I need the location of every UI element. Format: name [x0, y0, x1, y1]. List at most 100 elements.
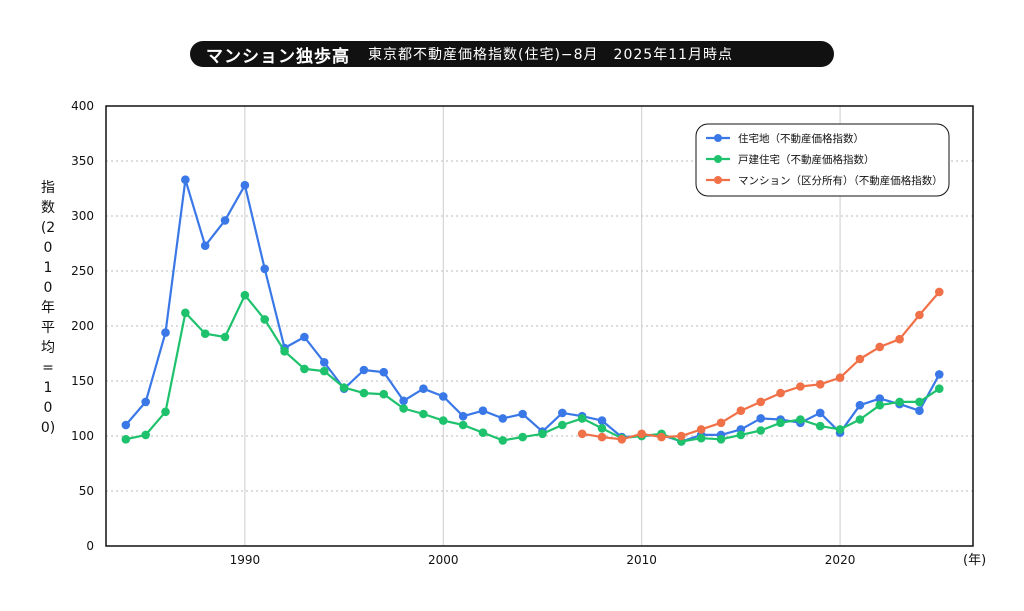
series-1-point	[875, 394, 885, 403]
series-1-point	[161, 328, 170, 337]
series-1-point	[558, 408, 567, 418]
series-2-point	[419, 409, 428, 419]
series-3-point	[677, 431, 686, 441]
series-2-point	[359, 388, 369, 398]
x-axis-unit: (年)	[963, 553, 986, 568]
series-1-point	[260, 264, 270, 274]
y-tick-label: 50	[79, 484, 94, 498]
series-2-point	[161, 407, 170, 417]
y-tick-label: 250	[71, 264, 94, 278]
legend-swatch-marker	[714, 176, 722, 184]
series-1-point	[855, 400, 865, 410]
series-2-point	[300, 364, 309, 374]
plot-area-frame	[105, 105, 974, 547]
series-2-point	[756, 426, 766, 435]
series-2-point	[915, 397, 924, 407]
series-1-point	[220, 216, 230, 225]
series-1-point	[478, 406, 488, 416]
legend-box	[695, 123, 950, 197]
series-3-point	[637, 429, 646, 439]
series-2-point	[458, 420, 468, 430]
series-2-point	[399, 404, 408, 413]
series-2-point	[538, 429, 547, 439]
x-tick-label: 2010	[626, 553, 657, 567]
series-3-point	[696, 425, 706, 434]
chart-title: マンション独歩高	[206, 46, 350, 67]
series-1-point	[498, 414, 508, 423]
series-1-point	[915, 406, 924, 416]
legend-entry-label: マンション（区分所有）（不動産価格指数）	[738, 174, 943, 187]
series-3-point	[716, 418, 726, 428]
series-1-point	[240, 180, 250, 190]
series-2-point	[558, 420, 567, 430]
series-2-point	[319, 366, 329, 376]
series-2-point	[875, 400, 885, 410]
series-2-point	[498, 436, 508, 445]
series-2-point	[181, 308, 190, 318]
series-3-point	[597, 432, 607, 442]
series-line-1	[124, 178, 941, 443]
series-1-point	[518, 409, 527, 419]
y-tick-label: 300	[71, 209, 94, 223]
y-tick-label: 200	[71, 319, 94, 333]
series-3-point	[776, 388, 785, 398]
series-2-point	[240, 290, 250, 300]
series-2-point	[796, 415, 805, 424]
series-2-point	[934, 384, 944, 394]
series-1-point	[141, 397, 150, 407]
chart-title-banner: マンション独歩高 東京都不動産価格指数(住宅)−8月 2025年11月時点	[190, 41, 834, 67]
series-3-point	[855, 354, 865, 364]
series-2-point	[696, 433, 706, 443]
legend-entry-label: 住宅地（不動産価格指数）	[738, 132, 864, 145]
y-tick-label: 400	[71, 99, 94, 113]
chart-subtitle: 東京都不動産価格指数(住宅)−8月 2025年11月時点	[368, 47, 734, 63]
series-1-point	[379, 367, 389, 377]
series-3-point	[895, 334, 904, 344]
series-1-point	[121, 420, 131, 430]
series-3-point	[756, 397, 766, 407]
series-2-point	[577, 414, 587, 423]
series-2-point	[736, 430, 746, 440]
y-tick-label: 0	[86, 539, 94, 553]
series-1-point	[359, 365, 369, 375]
series-1-point	[438, 392, 448, 401]
series-2-point	[895, 397, 904, 407]
series-3-point	[875, 342, 885, 352]
series-3-point	[915, 310, 924, 320]
series-1-point	[399, 396, 408, 406]
series-2-point	[776, 418, 785, 428]
series-2-point	[200, 329, 210, 339]
series-2-point	[339, 383, 349, 392]
series-2-point	[855, 415, 865, 424]
y-tick-label: 150	[71, 374, 94, 388]
series-2-point	[716, 435, 726, 444]
y-tick-label: 100	[71, 429, 94, 443]
series-3-point	[736, 406, 746, 416]
series-2-point	[518, 432, 527, 442]
series-1-point	[597, 416, 607, 425]
series-3-point	[657, 432, 666, 442]
series-1-point	[200, 241, 210, 250]
series-2-point	[220, 332, 230, 342]
x-tick-label: 2020	[825, 553, 856, 567]
x-tick-label: 2000	[428, 553, 459, 567]
series-3-point	[617, 435, 627, 444]
series-1-point	[300, 332, 309, 342]
series-3-point	[815, 380, 825, 389]
legend-entry-label: 戸建住宅（不動産価格指数）	[738, 153, 875, 166]
series-1-point	[934, 370, 944, 379]
series-3-point	[796, 382, 805, 391]
y-axis-label: 指数(2010年 平均=100)	[40, 180, 56, 436]
series-1-point	[419, 384, 428, 394]
series-2-point	[260, 315, 270, 324]
series-1-point	[181, 175, 190, 184]
series-2-point	[280, 347, 289, 356]
series-3-point	[577, 429, 587, 439]
series-1-point	[458, 411, 468, 421]
series-2-point	[379, 389, 389, 399]
series-2-point	[121, 435, 131, 444]
x-tick-label: 1990	[230, 553, 261, 567]
series-2-point	[597, 424, 607, 433]
legend-swatch-marker	[714, 155, 722, 163]
